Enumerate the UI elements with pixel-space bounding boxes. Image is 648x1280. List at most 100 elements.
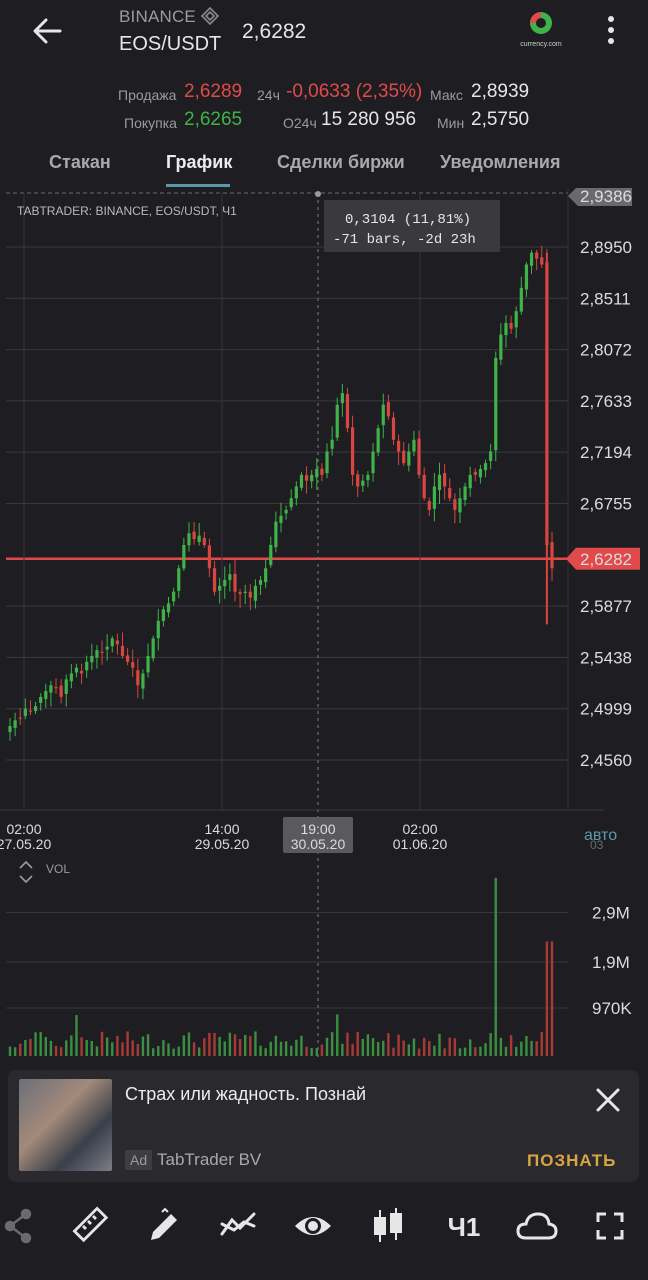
candle-body xyxy=(432,486,436,509)
indicator-icon[interactable] xyxy=(216,1204,260,1248)
candle-body xyxy=(463,486,467,501)
volume-bar xyxy=(100,1031,104,1056)
volume-bar xyxy=(376,1042,380,1056)
volume-bar xyxy=(320,1044,324,1056)
candle-body xyxy=(402,450,406,464)
candle-body xyxy=(233,573,237,592)
candle-body xyxy=(371,451,375,474)
volume-bar xyxy=(525,1036,528,1056)
volume-bar xyxy=(545,941,549,1056)
ruler-icon[interactable] xyxy=(68,1204,112,1248)
timeframe-label: Ч1 xyxy=(448,1212,481,1242)
volume-bar xyxy=(121,1042,124,1056)
close-icon[interactable] xyxy=(592,1084,624,1116)
top-price-tag xyxy=(568,188,632,206)
volume-bar xyxy=(254,1031,257,1056)
tab-trades[interactable]: Сделки биржи xyxy=(277,152,405,172)
candle-body xyxy=(366,474,370,481)
logo-text: currency.com xyxy=(520,41,562,48)
max-value: 2,8939 xyxy=(471,81,530,102)
candle-body xyxy=(59,685,63,697)
active-tab-underline xyxy=(166,184,230,187)
candle-body xyxy=(23,708,27,716)
pair-name[interactable]: EOS/USDT xyxy=(119,33,222,55)
candle-body xyxy=(417,438,421,475)
pencil-icon[interactable] xyxy=(143,1204,187,1248)
candle-body xyxy=(54,687,58,689)
volume-bar xyxy=(54,1045,58,1056)
candle-body xyxy=(550,542,554,569)
eye-icon[interactable] xyxy=(291,1204,335,1248)
volume-bar xyxy=(407,1044,411,1056)
candle-body xyxy=(100,651,104,653)
ad-cta-button[interactable]: ПОЗНАТЬ xyxy=(527,1151,617,1170)
timeframe-icon[interactable]: Ч1 xyxy=(440,1204,488,1248)
x-tick-time: 02:00 xyxy=(6,821,41,837)
share-icon[interactable] xyxy=(0,1204,44,1248)
volume-bar xyxy=(397,1034,400,1056)
volume-bar xyxy=(535,1041,538,1056)
volume-bar xyxy=(146,1034,150,1056)
more-menu-icon[interactable] xyxy=(598,14,624,46)
volume-bar xyxy=(356,1031,359,1056)
volume-bar xyxy=(39,1032,42,1056)
volume-bar xyxy=(484,1043,487,1056)
max-label: Макс xyxy=(430,87,463,103)
ad-banner[interactable] xyxy=(8,1070,639,1182)
tab-orderbook[interactable]: Стакан xyxy=(49,152,111,172)
candle-body xyxy=(187,533,191,546)
candle-body xyxy=(350,427,355,475)
candle-body xyxy=(166,603,171,613)
x-tick-date: 01.06.20 xyxy=(393,836,448,852)
price-chart[interactable]: 2,9386 2,8950 2,8511 2,8072 2,7633 2,7194 2,67… xyxy=(0,188,648,1068)
tab-alerts[interactable]: Уведомления xyxy=(440,152,561,172)
fullscreen-icon[interactable] xyxy=(588,1204,632,1248)
volume-bar xyxy=(13,1047,17,1056)
candle-body xyxy=(182,544,186,569)
candle-body xyxy=(320,468,324,475)
candles-icon[interactable] xyxy=(366,1204,410,1248)
candle-body xyxy=(443,473,447,487)
volume-bar xyxy=(177,1046,180,1056)
currency-com-logo[interactable]: currency.com xyxy=(516,10,566,52)
candle-body xyxy=(8,726,12,732)
candle-body xyxy=(39,696,43,703)
volume-bar xyxy=(433,1045,436,1056)
cloud-icon[interactable] xyxy=(514,1204,558,1248)
volume-bar xyxy=(499,1037,503,1056)
volume-bar xyxy=(530,1040,533,1056)
measure-line-1: 0,3104 (11,81%) xyxy=(345,212,471,228)
candle-body xyxy=(289,498,293,508)
sell-value: 2,6289 xyxy=(184,81,243,102)
candle-body xyxy=(44,691,48,700)
back-arrow-icon[interactable] xyxy=(30,14,64,48)
volume-bar xyxy=(540,1031,543,1056)
volume-bar xyxy=(29,1038,32,1056)
auto-scale-button[interactable]: авто xyxy=(584,827,617,844)
volume-bar xyxy=(366,1034,370,1056)
volume-bar xyxy=(90,1040,94,1056)
volume-bar xyxy=(208,1032,211,1056)
candle-body xyxy=(412,439,416,452)
candle-body xyxy=(453,499,457,510)
volume-bar xyxy=(203,1038,206,1056)
volume-bar xyxy=(70,1035,73,1056)
candle-body xyxy=(509,322,513,329)
volume-collapse-icon[interactable] xyxy=(19,860,33,884)
candle-body xyxy=(49,685,53,693)
candle-body xyxy=(386,402,390,417)
candle-body xyxy=(172,591,176,602)
volume-bar xyxy=(458,1048,462,1056)
volume-bar xyxy=(387,1033,390,1056)
candle-body xyxy=(514,311,518,328)
ad-headline[interactable]: Страх или жадность. Познай xyxy=(125,1084,367,1104)
volume-bar xyxy=(351,1043,354,1056)
volume-bar xyxy=(494,877,497,1056)
measure-tooltip: 0,3104 (11,81%) -71 bars, -2d 23h xyxy=(324,200,500,252)
volume-tick-label: 970K xyxy=(592,999,632,1018)
volume-tick-label: 2,9M xyxy=(592,904,630,923)
candle-body xyxy=(253,585,258,601)
tab-chart[interactable]: График xyxy=(166,152,233,172)
y-tick-label: 2,8950 xyxy=(580,238,632,257)
candle-body xyxy=(115,640,119,645)
